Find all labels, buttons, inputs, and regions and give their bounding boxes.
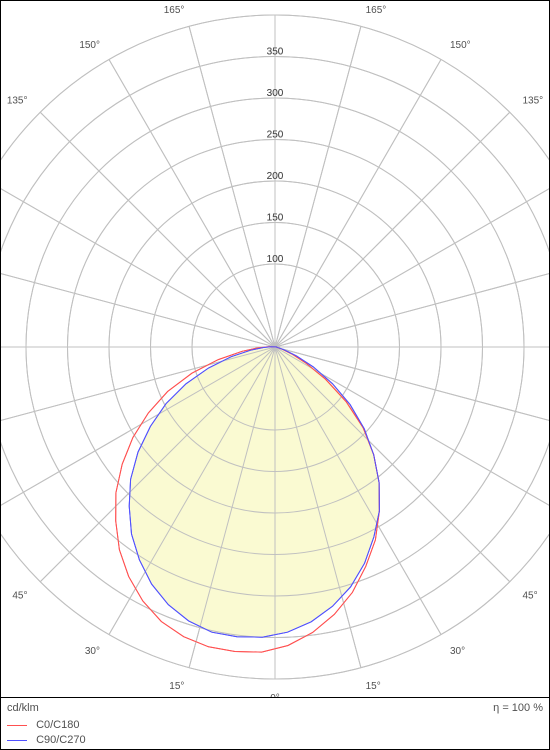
legend-label-c90: C90/C270 [36, 734, 86, 746]
svg-text:15°: 15° [169, 681, 184, 692]
svg-text:150°: 150° [79, 40, 100, 51]
legend-item-c90: C90/C270 [1, 733, 549, 748]
svg-text:200: 200 [267, 171, 284, 182]
svg-text:150: 150 [267, 213, 284, 224]
svg-text:165°: 165° [164, 5, 185, 16]
chart-svg: 100150200250300350165°150°135°120°105°90… [1, 1, 549, 697]
svg-text:250: 250 [267, 130, 284, 141]
svg-text:0°: 0° [270, 693, 280, 697]
eta-label: η = 100 % [493, 698, 549, 718]
chart-footer: cd/klm η = 100 % C0/C180 C90/C270 [1, 698, 549, 750]
svg-text:45°: 45° [522, 590, 537, 601]
svg-text:30°: 30° [85, 646, 100, 657]
legend-label-c0: C0/C180 [36, 719, 79, 731]
svg-text:150°: 150° [450, 40, 471, 51]
svg-text:180°: 180° [265, 1, 286, 4]
svg-text:165°: 165° [366, 5, 387, 16]
svg-text:100: 100 [267, 254, 284, 265]
svg-text:135°: 135° [522, 96, 543, 107]
legend-swatch-c0 [7, 725, 27, 726]
footer-row: cd/klm η = 100 % [1, 698, 549, 718]
svg-text:15°: 15° [366, 681, 381, 692]
legend-swatch-c90 [7, 740, 27, 741]
polar-chart: 100150200250300350165°150°135°120°105°90… [1, 1, 549, 698]
svg-text:350: 350 [267, 47, 284, 58]
svg-text:135°: 135° [7, 96, 28, 107]
svg-text:45°: 45° [12, 590, 27, 601]
svg-text:30°: 30° [450, 646, 465, 657]
photometric-diagram: 100150200250300350165°150°135°120°105°90… [0, 0, 550, 750]
unit-label: cd/klm [1, 698, 39, 718]
legend-item-c0: C0/C180 [1, 718, 549, 733]
svg-text:300: 300 [267, 88, 284, 99]
